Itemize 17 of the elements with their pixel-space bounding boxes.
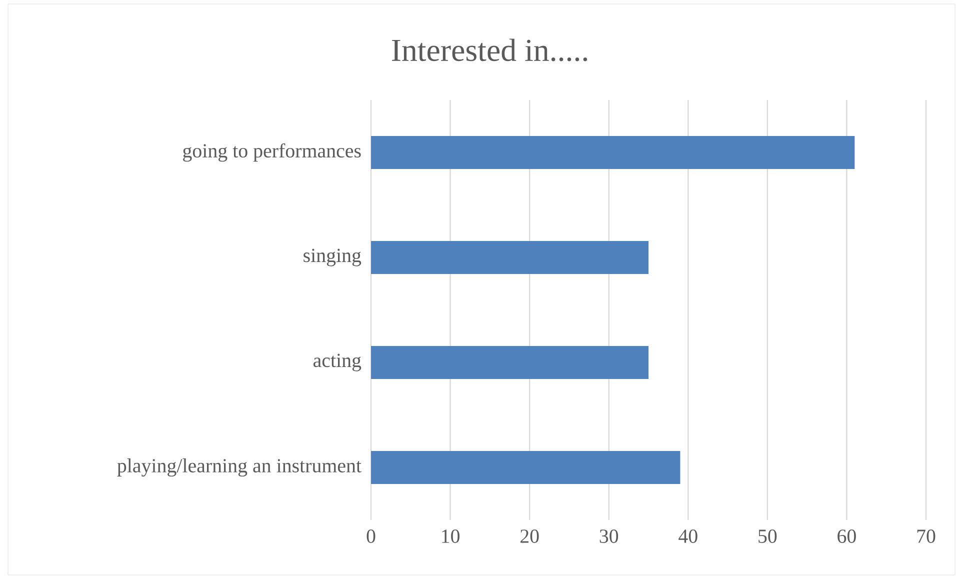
bar [371, 450, 680, 484]
x-tick-label: 30 [600, 530, 618, 543]
y-tick-label: playing/learning an instrument [117, 458, 362, 477]
y-tick-label: singing [304, 248, 362, 266]
x-tick-label: 70 [917, 530, 936, 543]
x-tick-label: 20 [520, 530, 539, 543]
y-tick-label: acting [314, 354, 362, 372]
x-tick-label: 50 [758, 530, 777, 543]
x-tick-label: 10 [442, 530, 460, 543]
bar [371, 346, 649, 379]
bar [371, 136, 855, 169]
x-tick-label: 60 [838, 530, 856, 543]
chart-title: Interested in..... [392, 38, 588, 62]
x-tick-label: 0 [366, 530, 376, 543]
bar [371, 240, 649, 274]
x-tick-label: 40 [678, 530, 698, 543]
y-tick-label: going to performances [183, 143, 361, 162]
